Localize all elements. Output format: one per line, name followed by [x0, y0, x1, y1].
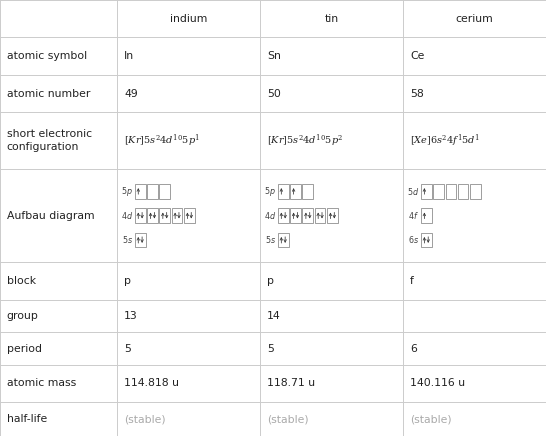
Bar	[421, 184, 431, 198]
Bar	[278, 232, 288, 247]
Text: cerium: cerium	[456, 14, 494, 24]
Text: 5: 5	[124, 344, 131, 354]
Bar	[290, 184, 301, 198]
Text: 114.818 u: 114.818 u	[124, 378, 179, 388]
Bar	[159, 208, 170, 223]
Text: $[Kr]5s^24d^{10}5p^1$: $[Kr]5s^24d^{10}5p^1$	[124, 132, 200, 149]
Text: 5$\it{p}$: 5$\it{p}$	[264, 184, 276, 198]
Text: p: p	[124, 276, 131, 286]
Bar	[434, 184, 444, 198]
Text: indium: indium	[170, 14, 207, 24]
Bar	[290, 208, 301, 223]
Bar	[446, 184, 456, 198]
Text: 5$\it{d}$: 5$\it{d}$	[407, 186, 419, 197]
Text: (stable): (stable)	[410, 414, 452, 424]
Text: $[Xe]6s^24f^15d^1$: $[Xe]6s^24f^15d^1$	[410, 132, 480, 149]
Text: 5$\it{p}$: 5$\it{p}$	[121, 184, 133, 198]
Text: short electronic
configuration: short electronic configuration	[7, 129, 92, 152]
Bar	[421, 208, 431, 223]
Text: 49: 49	[124, 89, 138, 99]
Bar	[147, 184, 158, 198]
Text: Sn: Sn	[267, 51, 281, 61]
Bar	[327, 208, 337, 223]
Bar	[147, 208, 158, 223]
Text: group: group	[7, 311, 38, 321]
Text: In: In	[124, 51, 134, 61]
Text: 4$\it{d}$: 4$\it{d}$	[264, 210, 276, 221]
Bar	[278, 184, 288, 198]
Bar	[135, 208, 145, 223]
Bar	[470, 184, 480, 198]
Text: block: block	[7, 276, 35, 286]
Text: Aufbau diagram: Aufbau diagram	[7, 211, 94, 221]
Bar	[458, 184, 468, 198]
Text: 50: 50	[267, 89, 281, 99]
Text: p: p	[267, 276, 274, 286]
Text: 140.116 u: 140.116 u	[410, 378, 465, 388]
Text: 118.71 u: 118.71 u	[267, 378, 315, 388]
Bar	[278, 208, 288, 223]
Bar	[135, 184, 145, 198]
Bar	[184, 208, 194, 223]
Bar	[314, 208, 325, 223]
Text: 6$\it{s}$: 6$\it{s}$	[408, 235, 419, 245]
Text: 58: 58	[410, 89, 424, 99]
Bar	[302, 208, 313, 223]
Text: (stable): (stable)	[124, 414, 165, 424]
Text: atomic symbol: atomic symbol	[7, 51, 87, 61]
Text: period: period	[7, 344, 41, 354]
Bar	[171, 208, 182, 223]
Bar	[421, 232, 431, 247]
Text: atomic number: atomic number	[7, 89, 90, 99]
Text: 5: 5	[267, 344, 274, 354]
Text: 4$\it{f}$: 4$\it{f}$	[408, 210, 419, 221]
Text: 4$\it{d}$: 4$\it{d}$	[121, 210, 133, 221]
Text: f: f	[410, 276, 414, 286]
Text: 5$\it{s}$: 5$\it{s}$	[122, 235, 133, 245]
Text: tin: tin	[325, 14, 339, 24]
Text: 14: 14	[267, 311, 281, 321]
Text: atomic mass: atomic mass	[7, 378, 76, 388]
Text: (stable): (stable)	[267, 414, 308, 424]
Bar	[135, 232, 145, 247]
Text: 6: 6	[410, 344, 417, 354]
Text: 13: 13	[124, 311, 138, 321]
Bar	[159, 184, 170, 198]
Text: half-life: half-life	[7, 414, 47, 424]
Text: $[Kr]5s^24d^{10}5p^2$: $[Kr]5s^24d^{10}5p^2$	[267, 132, 343, 149]
Text: Ce: Ce	[410, 51, 424, 61]
Bar	[302, 184, 313, 198]
Text: 5$\it{s}$: 5$\it{s}$	[265, 235, 276, 245]
